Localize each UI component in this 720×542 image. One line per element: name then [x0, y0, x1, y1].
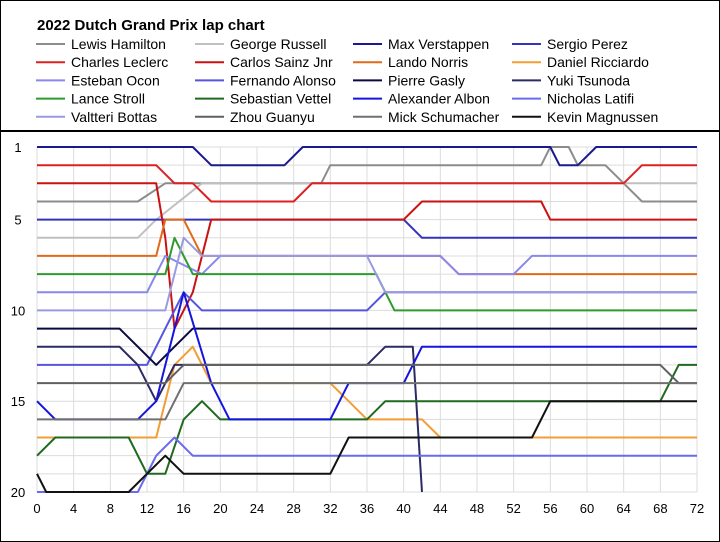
x-tick-label: 36	[360, 501, 374, 516]
legend-item-sergio-perez: Sergio Perez	[512, 36, 628, 52]
series-line-max-verstappen	[37, 146, 697, 167]
legend-item-charles-leclerc: Charles Leclerc	[36, 54, 168, 70]
x-tick-label: 4	[70, 501, 77, 516]
legend-label-fernando-alonso: Fernando Alonso	[230, 72, 336, 88]
legend-label-esteban-ocon: Esteban Ocon	[71, 72, 160, 88]
legend-label-sebastian-vettel: Sebastian Vettel	[230, 91, 331, 107]
y-tick-label: 15	[11, 394, 25, 409]
x-tick-label: 52	[506, 501, 520, 516]
x-tick-label: 32	[323, 501, 337, 516]
legend-item-fernando-alonso: Fernando Alonso	[195, 72, 336, 88]
legend-label-yuki-tsunoda: Yuki Tsunoda	[547, 72, 630, 88]
series-line-nicholas-latifi	[37, 436, 697, 493]
legend-item-lewis-hamilton: Lewis Hamilton	[36, 36, 166, 52]
legend-label-alexander-albon: Alexander Albon	[388, 91, 490, 107]
legend-label-lewis-hamilton: Lewis Hamilton	[71, 36, 166, 52]
series-group	[36, 146, 697, 493]
x-tick-label: 28	[286, 501, 300, 516]
series-line-mick-schumacher	[37, 382, 697, 421]
series-line-alexander-albon	[36, 291, 697, 421]
series-line-sergio-perez	[37, 218, 697, 239]
x-tick-label: 64	[616, 501, 630, 516]
x-tick-label: 8	[107, 501, 114, 516]
x-tick-label: 60	[580, 501, 594, 516]
legend-item-sebastian-vettel: Sebastian Vettel	[195, 91, 331, 107]
x-tick-label: 16	[176, 501, 190, 516]
y-tick-label: 20	[11, 485, 25, 500]
legend-label-george-russell: George Russell	[230, 36, 327, 52]
legend-item-zhou-guanyu: Zhou Guanyu	[195, 109, 315, 125]
x-tick-label: 40	[396, 501, 410, 516]
legend-label-mick-schumacher: Mick Schumacher	[388, 109, 500, 125]
legend-item-esteban-ocon: Esteban Ocon	[36, 72, 160, 88]
x-tick-label: 68	[653, 501, 667, 516]
x-tick-label: 20	[213, 501, 227, 516]
legend-label-zhou-guanyu: Zhou Guanyu	[230, 109, 315, 125]
legend-label-kevin-magnussen: Kevin Magnussen	[547, 109, 658, 125]
legend-item-nicholas-latifi: Nicholas Latifi	[512, 91, 634, 107]
legend: Lewis Hamilton George Russell Max Verstapp…	[36, 36, 658, 125]
series-line-valtteri-bottas	[37, 236, 697, 312]
series-line-pierre-gasly	[37, 327, 697, 366]
x-tick-label: 56	[543, 501, 557, 516]
legend-item-mick-schumacher: Mick Schumacher	[353, 109, 500, 125]
series-line-lance-stroll	[37, 236, 697, 312]
series-line-zhou-guanyu	[37, 363, 697, 385]
legend-label-charles-leclerc: Charles Leclerc	[71, 54, 168, 70]
series-line-charles-leclerc	[37, 164, 697, 203]
y-tick-label: 5	[14, 213, 21, 228]
legend-label-max-verstappen: Max Verstappen	[388, 36, 489, 52]
chart-title: 2022 Dutch Grand Prix lap chart	[37, 17, 265, 34]
legend-label-pierre-gasly: Pierre Gasly	[388, 72, 465, 88]
plot-frame	[1, 130, 719, 132]
legend-label-valtteri-bottas: Valtteri Bottas	[71, 109, 157, 125]
y-tick-label: 1	[14, 140, 21, 155]
series-line-carlos-sainz-jnr	[37, 182, 697, 330]
y-tick-label: 10	[11, 303, 25, 318]
legend-label-lance-stroll: Lance Stroll	[71, 91, 145, 107]
legend-label-daniel-ricciardo: Daniel Ricciardo	[547, 54, 649, 70]
x-tick-label: 12	[140, 501, 154, 516]
x-axis-ticks: 0 4 8 12 16 20 24 28 32 36 40 44 48 52 56 60 64 68 72	[33, 501, 704, 516]
legend-item-lance-stroll: Lance Stroll	[36, 91, 145, 107]
legend-item-valtteri-bottas: Valtteri Bottas	[36, 109, 157, 125]
x-tick-label: 72	[690, 501, 704, 516]
legend-label-sergio-perez: Sergio Perez	[547, 36, 628, 52]
series-line-kevin-magnussen	[36, 400, 697, 493]
x-tick-label: 44	[433, 501, 447, 516]
legend-item-kevin-magnussen: Kevin Magnussen	[512, 109, 658, 125]
legend-item-george-russell: George Russell	[195, 36, 327, 52]
legend-item-max-verstappen: Max Verstappen	[353, 36, 489, 52]
legend-item-yuki-tsunoda: Yuki Tsunoda	[512, 72, 630, 88]
legend-item-carlos-sainz-jnr: Carlos Sainz Jnr	[195, 54, 333, 70]
legend-label-lando-norris: Lando Norris	[388, 54, 468, 70]
legend-item-lando-norris: Lando Norris	[353, 54, 468, 70]
legend-item-daniel-ricciardo: Daniel Ricciardo	[512, 54, 649, 70]
legend-label-nicholas-latifi: Nicholas Latifi	[547, 91, 634, 107]
x-tick-label: 48	[470, 501, 484, 516]
legend-label-carlos-sainz-jnr: Carlos Sainz Jnr	[230, 54, 333, 70]
x-tick-label: 24	[250, 501, 264, 516]
x-tick-label: 0	[33, 501, 40, 516]
legend-item-pierre-gasly: Pierre Gasly	[353, 72, 465, 88]
legend-item-alexander-albon: Alexander Albon	[353, 91, 490, 107]
